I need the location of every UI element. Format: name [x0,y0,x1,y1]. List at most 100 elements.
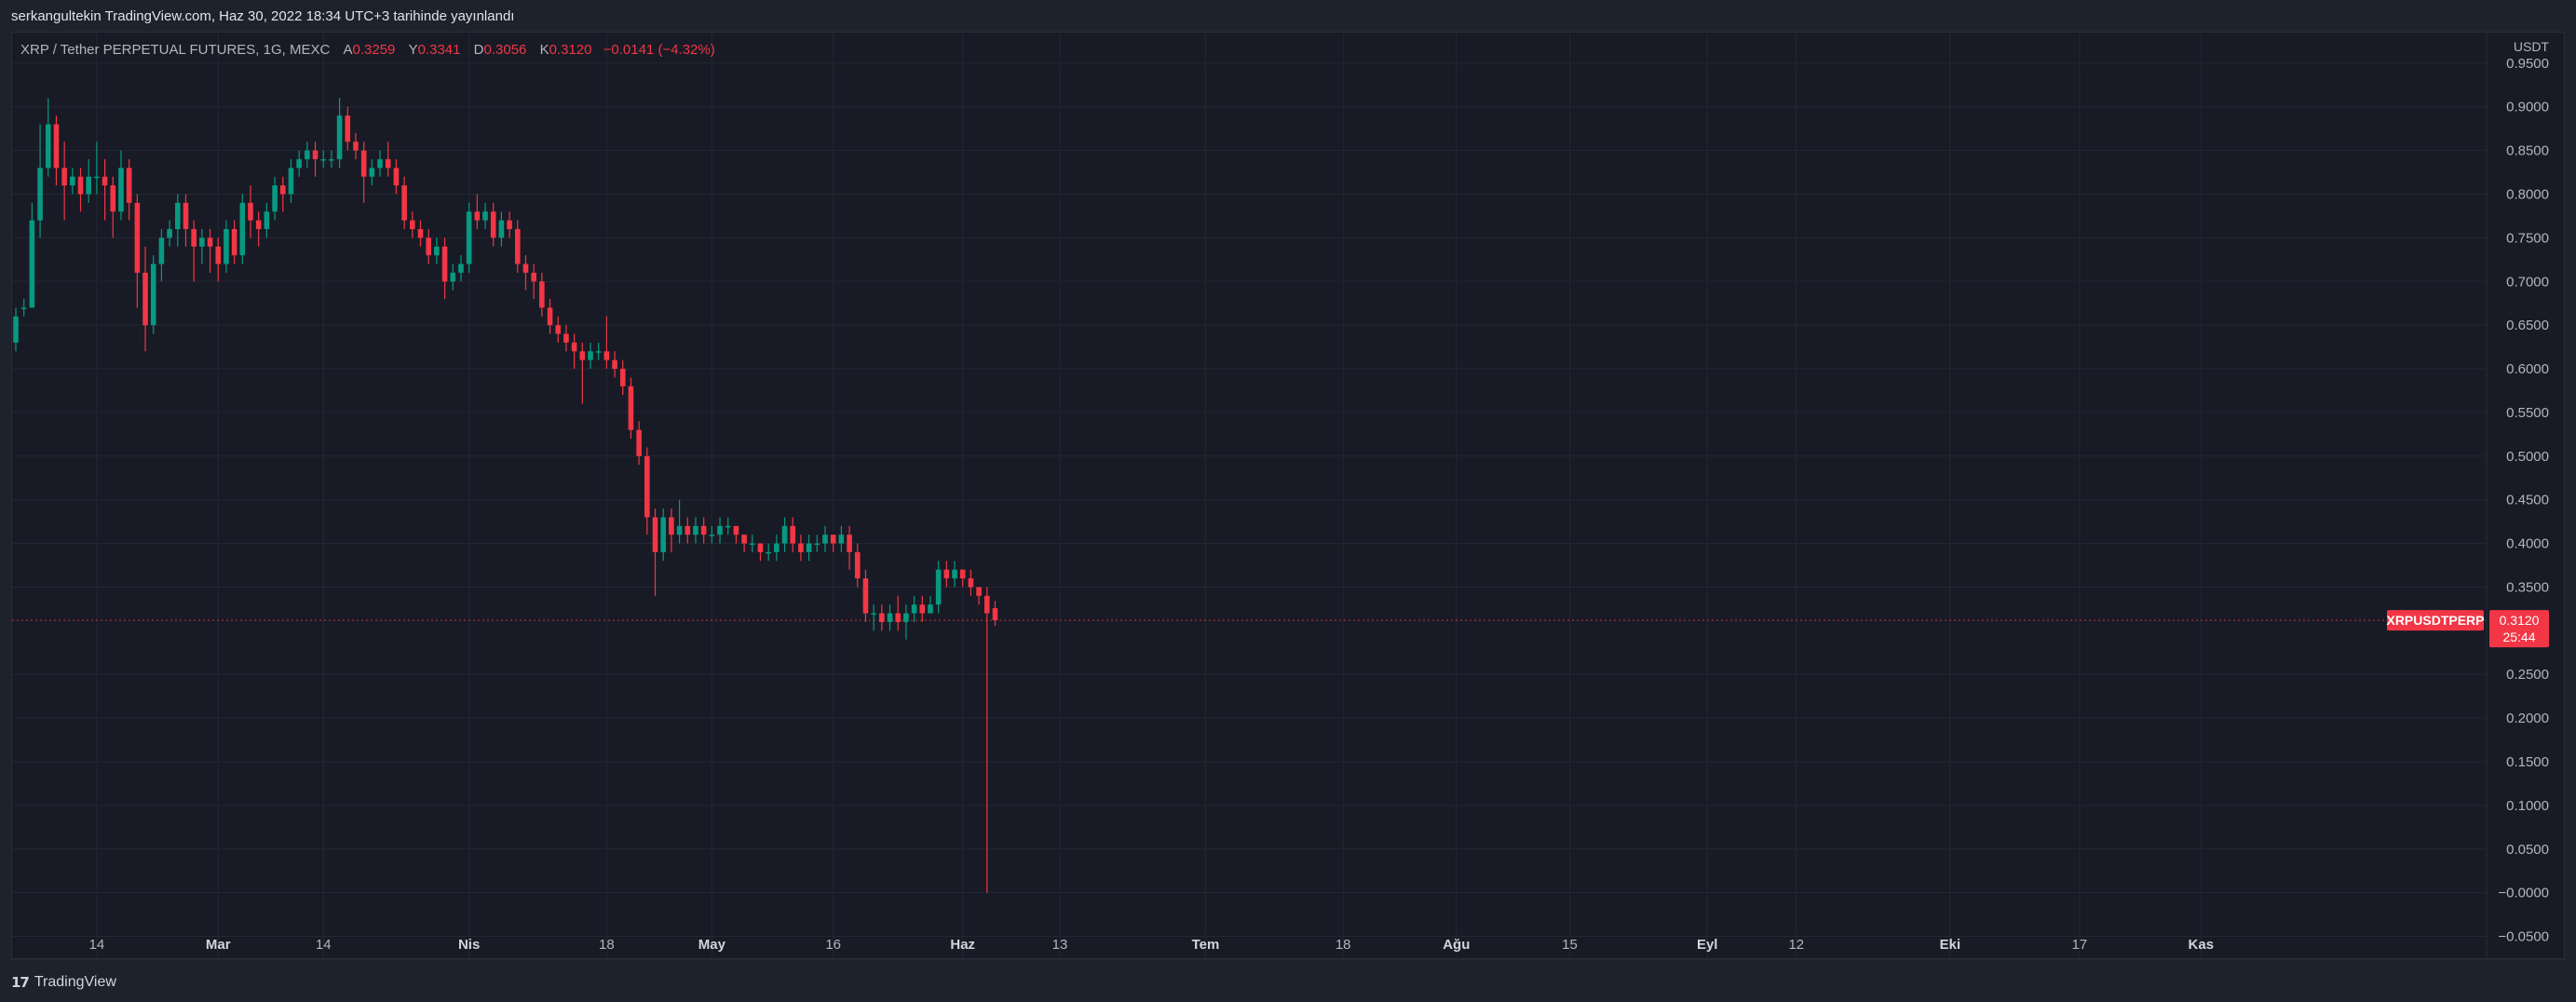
candle-body [781,525,788,544]
candle-body [685,525,691,535]
price-tick-label: 0.7500 [2506,230,2549,246]
candle-body [895,613,902,622]
candle-body [320,158,327,161]
candle-body [507,220,512,229]
legend-symbol[interactable]: XRP / Tether PERPETUAL FUTURES, 1G, MEXC [20,42,331,58]
time-tick-label: May [698,937,726,953]
candle-body [191,228,197,247]
candle-body [37,168,43,221]
price-tick-label: 0.4000 [2506,536,2549,552]
candle-body [887,613,893,622]
candle-body [86,176,92,195]
candle-body [879,613,885,622]
legend-change: −0.0141 (−4.32%) [603,42,715,58]
price-tick-label: 0.9000 [2506,100,2549,115]
candle-body [53,124,60,169]
candle-body [126,168,132,203]
candle-body [434,246,440,256]
legend-low-value: 0.3056 [483,42,527,58]
candle-body [669,517,674,535]
price-tick-label: 0.8000 [2506,186,2549,202]
time-tick-label: 18 [599,937,615,953]
price-tick-label: −0.0500 [2498,929,2549,945]
time-tick-label: 14 [316,937,332,953]
candle-body [312,150,319,159]
time-tick-label: 17 [2072,937,2088,953]
candle-body [928,604,933,614]
time-tick-label: Eyl [1697,937,1718,953]
candle-body [919,604,926,614]
publish-header: serkangultekin TradingView.com, Haz 30, … [0,0,2576,32]
candle-body [466,211,472,264]
candle-body [741,535,747,544]
candle-body [693,525,698,535]
chart-pane[interactable] [11,32,2565,959]
candle-body [636,429,642,456]
price-tick-label: 0.5000 [2506,449,2549,465]
candle-body [45,124,51,169]
candle-body [264,211,270,229]
candle-body [482,211,488,221]
candle-body [968,578,974,588]
price-axis[interactable]: 0.9500 0.9000 0.8500 0.8000 0.7500 0.7000 0.65… [2498,56,2549,945]
price-tick-label: 0.3500 [2506,579,2549,595]
grid-lines [12,33,2486,958]
candle-body [935,569,942,605]
candle-body [70,176,75,186]
candle-body [94,176,100,179]
candle-body [417,228,424,238]
candle-body [514,228,521,264]
candle-body [700,525,707,535]
legend-open-label: A [343,42,353,58]
time-tick-label: Ağu [1443,937,1470,953]
candle-body [474,211,481,221]
legend-close-label: K [539,42,549,58]
candle-body [862,578,869,614]
candle-body [118,168,124,212]
candle-body [911,604,917,614]
candle-body [603,351,610,360]
time-tick-label: Nis [458,937,480,953]
candle-body [102,176,108,186]
candle-body [458,264,464,273]
candle-body [441,246,448,282]
candle-body [272,185,278,212]
candle-body [814,543,820,546]
candle-body [522,264,529,273]
candle-body [336,115,343,159]
time-axis[interactable]: 14 Mar 14 Nis 18 May 16 Haz 13 Tem 18 Ağu 15 Eyl 12 Eki… [89,937,2215,953]
candle-body [847,535,852,552]
candles [13,98,998,893]
candle-body [547,307,553,326]
tradingview-brand[interactable]: TradingView [34,974,116,990]
time-tick-label: Mar [206,937,231,953]
candle-body [207,237,213,247]
time-tick-label: Eki [1940,937,1961,953]
candle-body [749,543,755,546]
candle-body [393,168,400,186]
price-tick-label: 0.8500 [2506,143,2549,159]
candle-body [329,158,334,161]
candle-body [579,351,586,360]
candle-body [490,211,496,238]
candle-body [822,535,828,544]
tradingview-logo-icon[interactable]: 17 [11,974,30,991]
candle-body [790,525,796,544]
candle-body [296,158,302,169]
candle-body [976,587,982,596]
candle-body [555,325,562,334]
candle-body [871,613,876,616]
time-tick-label: 18 [1335,937,1351,953]
candle-body [215,246,222,264]
candle-body [183,202,189,229]
candle-body [377,158,383,169]
time-tick-label: 14 [89,937,105,953]
candle-body [231,228,237,256]
candle-body [385,158,391,169]
candle-body [29,220,35,308]
candle-body [806,543,812,552]
candle-body [943,569,950,579]
time-tick-label: 15 [1562,937,1578,953]
candle-body [628,386,634,430]
